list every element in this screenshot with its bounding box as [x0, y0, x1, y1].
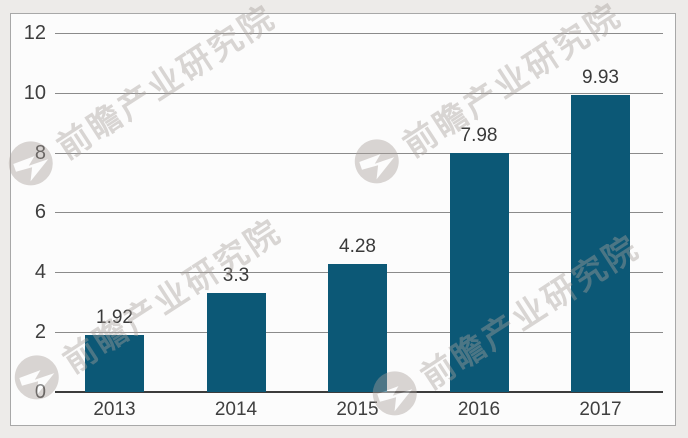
bar-value-label: 4.28: [339, 235, 376, 257]
y-tick-label: 6: [34, 201, 46, 224]
x-tick-label: 2014: [214, 399, 258, 420]
bar-2013: [85, 334, 144, 392]
gridline: [55, 212, 663, 214]
y-tick-label: 4: [34, 261, 46, 284]
y-tick-label: 10: [23, 81, 46, 104]
bar-2017: [571, 94, 630, 392]
x-tick-label: 2017: [579, 399, 622, 420]
y-tick-label: 12: [23, 21, 46, 44]
x-axis-line: [55, 391, 663, 393]
bar-2014: [206, 293, 266, 392]
gridline: [55, 32, 663, 34]
bar-value-label: 3.3: [222, 265, 250, 287]
y-tick-label: 0: [34, 381, 46, 403]
gridline: [55, 152, 663, 154]
bar-2015: [328, 263, 387, 392]
x-tick-label: 2016: [457, 399, 501, 420]
x-tick-label: 2015: [336, 399, 379, 420]
bar-2016: [449, 153, 509, 392]
bar-value-label: 1.92: [96, 306, 133, 328]
gridline: [55, 92, 663, 94]
y-tick-label: 2: [34, 321, 46, 344]
y-tick-label: 8: [34, 141, 46, 164]
bar-value-label: 9.93: [582, 66, 619, 88]
bar-value-label: 7.98: [460, 125, 498, 147]
x-tick-label: 2013: [93, 399, 136, 420]
